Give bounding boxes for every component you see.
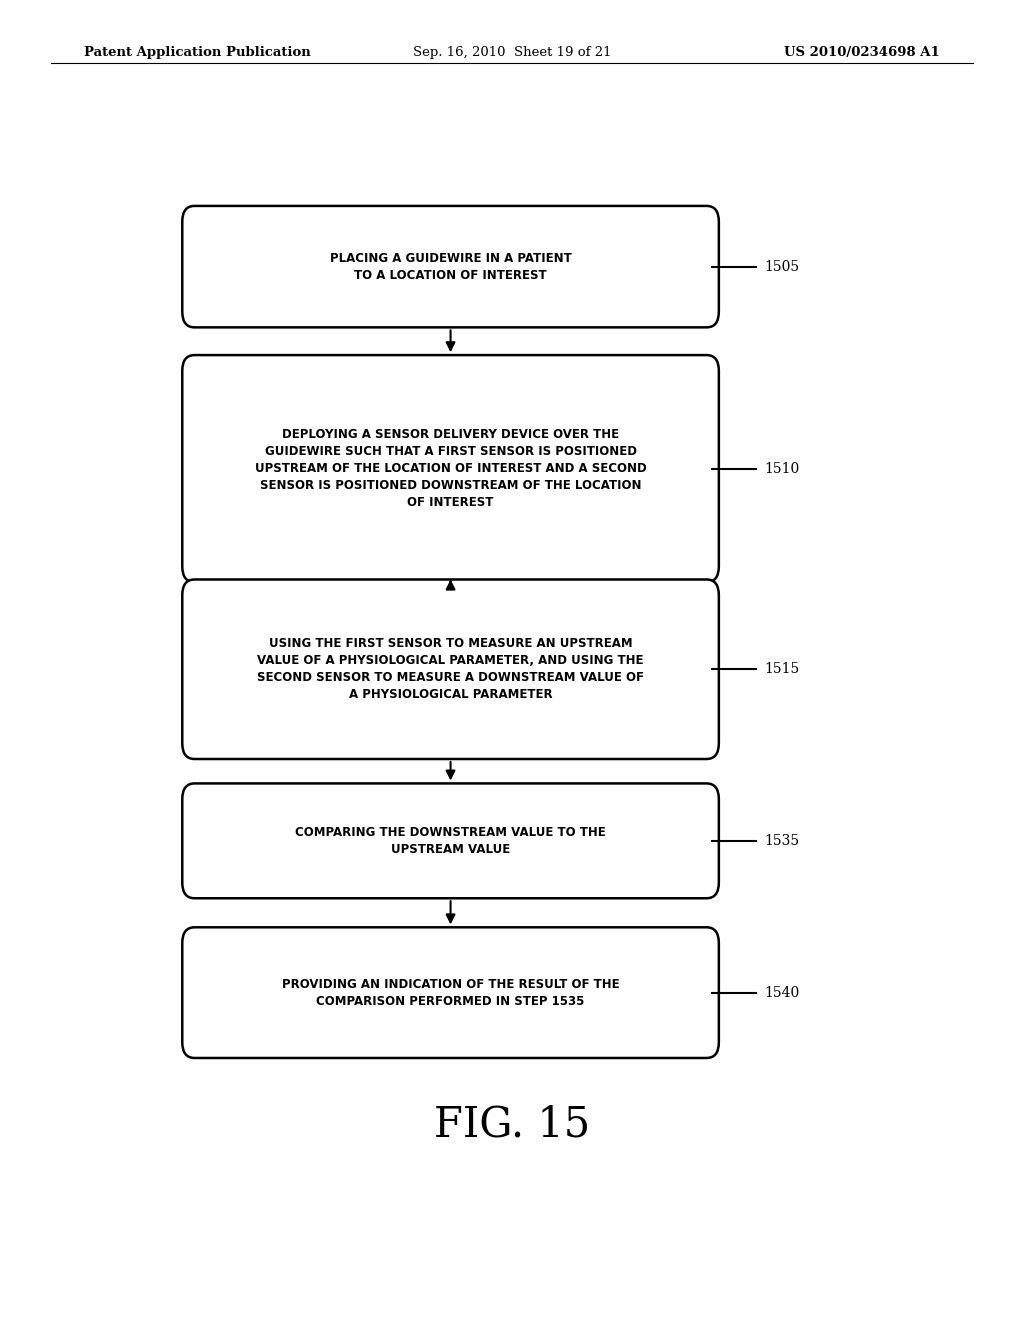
- Text: PROVIDING AN INDICATION OF THE RESULT OF THE
COMPARISON PERFORMED IN STEP 1535: PROVIDING AN INDICATION OF THE RESULT OF…: [282, 978, 620, 1007]
- Text: Patent Application Publication: Patent Application Publication: [84, 46, 310, 59]
- Text: Sep. 16, 2010  Sheet 19 of 21: Sep. 16, 2010 Sheet 19 of 21: [413, 46, 611, 59]
- FancyBboxPatch shape: [182, 579, 719, 759]
- Text: 1510: 1510: [764, 462, 799, 475]
- Text: 1515: 1515: [764, 663, 799, 676]
- Text: PLACING A GUIDEWIRE IN A PATIENT
TO A LOCATION OF INTEREST: PLACING A GUIDEWIRE IN A PATIENT TO A LO…: [330, 252, 571, 281]
- FancyBboxPatch shape: [182, 784, 719, 898]
- Text: US 2010/0234698 A1: US 2010/0234698 A1: [784, 46, 940, 59]
- Text: FIG. 15: FIG. 15: [434, 1104, 590, 1146]
- FancyBboxPatch shape: [182, 355, 719, 582]
- Text: 1535: 1535: [764, 834, 799, 847]
- Text: 1505: 1505: [764, 260, 799, 273]
- Text: DEPLOYING A SENSOR DELIVERY DEVICE OVER THE
GUIDEWIRE SUCH THAT A FIRST SENSOR I: DEPLOYING A SENSOR DELIVERY DEVICE OVER …: [255, 428, 646, 510]
- Text: 1540: 1540: [764, 986, 799, 999]
- Text: COMPARING THE DOWNSTREAM VALUE TO THE
UPSTREAM VALUE: COMPARING THE DOWNSTREAM VALUE TO THE UP…: [295, 826, 606, 855]
- FancyBboxPatch shape: [182, 206, 719, 327]
- Text: USING THE FIRST SENSOR TO MEASURE AN UPSTREAM
VALUE OF A PHYSIOLOGICAL PARAMETER: USING THE FIRST SENSOR TO MEASURE AN UPS…: [257, 638, 644, 701]
- FancyBboxPatch shape: [182, 927, 719, 1059]
